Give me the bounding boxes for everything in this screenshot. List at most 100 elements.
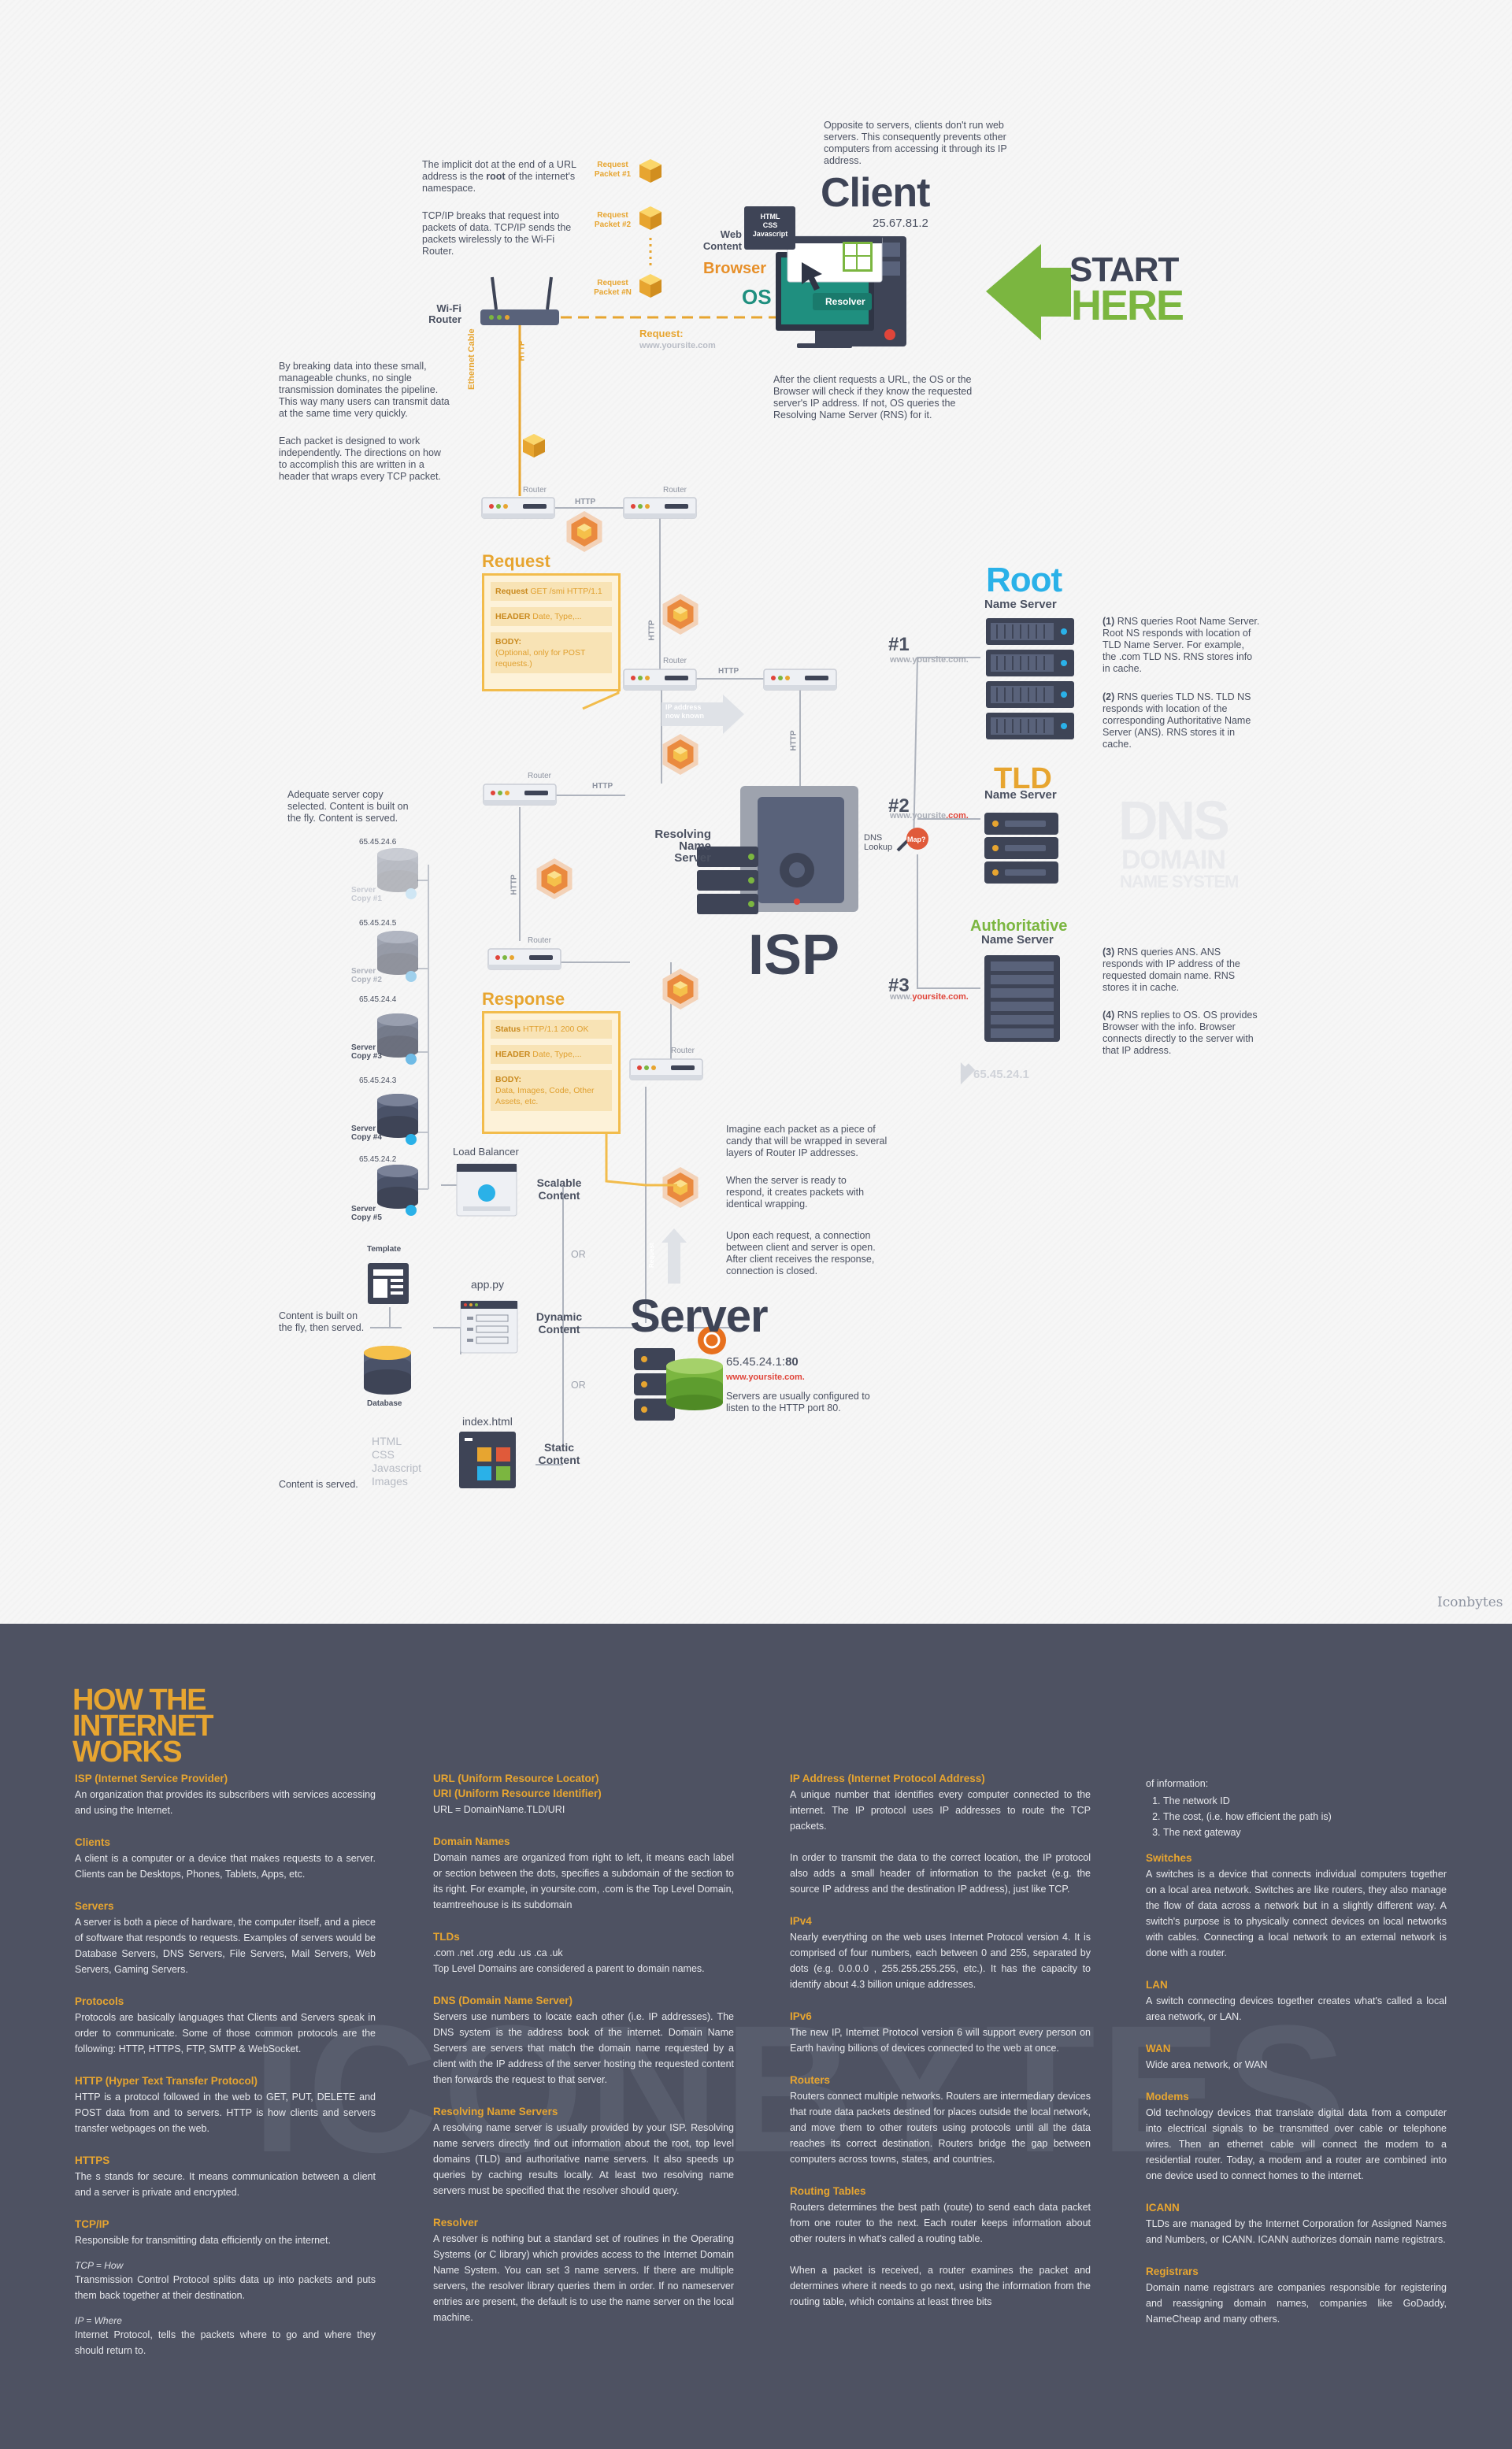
glossary-term: Resolver — [433, 2217, 479, 2229]
response-card: Status HTTP/1.1 200 OK HEADER Date, Type… — [482, 1011, 621, 1134]
dns-lookup-badge: Map? — [907, 835, 926, 843]
glossary-entry: TLDs .com .net .org .edu .us .ca .uk Top … — [433, 1930, 734, 1977]
router-label-7: Router — [671, 1047, 695, 1055]
dns-logo-3: NAME SYSTEM — [1120, 872, 1239, 891]
glossary-column-2: URL (Uniform Resource Locator) URI (Unifo… — [433, 1772, 734, 2343]
isp-server — [697, 786, 858, 914]
glossary-entry: DNS (Domain Name Server) Servers use numb… — [433, 1994, 734, 2088]
response-card-title: Response — [482, 989, 565, 1009]
app-py-icon — [460, 1300, 518, 1354]
server-request-note: Upon each request, a connection between … — [726, 1230, 876, 1276]
signature: Iconbytes — [1437, 1595, 1503, 1610]
dns-url-2: www.yoursite.com. — [890, 811, 969, 821]
internet-diagram — [364, 159, 1075, 1488]
request-header-row: HEADER Date, Type,... — [491, 607, 612, 626]
router-1 — [481, 497, 555, 519]
glossary-entry: Modems Old technology devices that transl… — [1146, 2090, 1447, 2184]
glossary-entry: Routing Tables Routers determines the bes… — [790, 2184, 1091, 2310]
glossary-term: WAN — [1146, 2043, 1171, 2054]
glossary-term: LAN — [1146, 1979, 1168, 1991]
glossary-term: TLDs — [433, 1931, 460, 1943]
glossary-entry: IPv4 Nearly everything on the web uses In… — [790, 1914, 1091, 1992]
glossary-entry: ISP (Internet Service Provider) An organi… — [75, 1772, 376, 1818]
glossary-term: IPv4 — [790, 1915, 812, 1927]
server-title: Server — [630, 1291, 769, 1342]
request-card-title: Request — [482, 551, 550, 571]
server-url: www.yoursite.com. — [726, 1373, 805, 1382]
dns-step-3: #3 — [888, 975, 910, 996]
auth-title: Authoritative — [970, 917, 1068, 935]
or-label-2: OR — [571, 1380, 586, 1391]
router-6 — [487, 948, 561, 970]
dns-step-1: #1 — [888, 634, 910, 655]
glossary-term: URL (Uniform Resource Locator) — [433, 1773, 599, 1784]
database-icon — [364, 1346, 411, 1395]
candy-note: Imagine each packet as a piece of candy … — [726, 1124, 888, 1158]
rns-label: Resolving Name Server — [654, 828, 711, 865]
glossary-subterm: IP = Where — [75, 2315, 122, 2326]
request-label: Request: — [639, 328, 684, 339]
glossary-logo: HOW THE INTERNET WORKS — [72, 1684, 214, 1769]
glossary-entry: HTTPS The s stands for secure. It means c… — [75, 2154, 376, 2200]
router-label-6: Router — [528, 936, 552, 945]
root-subtitle: Name Server — [984, 598, 1057, 611]
response-header-row: HEADER Date, Type,... — [491, 1045, 612, 1064]
router-label-3: Router — [663, 657, 687, 665]
wifi-router-label: Wi-Fi Router — [428, 302, 461, 325]
tld-title: TLD — [994, 762, 1052, 795]
http-label-7: HTTP — [517, 340, 527, 361]
client-computer — [776, 235, 906, 348]
router-label-2: Router — [663, 486, 687, 495]
glossary-entry: Registrars Domain name registrars are com… — [1146, 2265, 1447, 2327]
glossary-term: Resolving Name Servers — [433, 2106, 558, 2117]
glossary-definition: Protocols are basically languages that C… — [75, 2012, 376, 2054]
root-name-server — [985, 617, 1075, 740]
app-py-label: app.py — [471, 1278, 505, 1291]
index-html-icon — [459, 1432, 516, 1488]
glossary-definition: URL = DomainName.TLD/URI — [433, 1804, 565, 1815]
ip-known-label: IP address now known — [665, 703, 704, 720]
client-after-note: After the client requests a URL, the OS … — [773, 374, 973, 421]
glossary-term: IP Address (Internet Protocol Address) — [790, 1773, 985, 1784]
glossary-entry: IPv6 The new IP, Internet Protocol versio… — [790, 2010, 1091, 2056]
glossary-subdefinition: Internet Protocol, tells the packets whe… — [75, 2329, 376, 2356]
packet-note: Each packet is designed to work independ… — [279, 435, 441, 482]
server-ip: 65.45.24.1:80 — [726, 1355, 799, 1369]
glossary-definition: Old technology devices that translate di… — [1146, 2107, 1447, 2181]
glossary-term: ISP (Internet Service Provider) — [75, 1773, 228, 1784]
server-copy-4: Server Copy #4 — [351, 1124, 382, 1142]
glossary-definition: Responsible for transmitting data effici… — [75, 2235, 331, 2246]
routing-info-list: The network ID The cost, (i.e. how effic… — [1146, 1793, 1447, 1840]
glossary-definition: The s stands for secure. It means commun… — [75, 2171, 376, 2198]
web-content-label: Web Content — [702, 228, 742, 252]
router-7 — [629, 1058, 703, 1080]
authoritative-name-server — [984, 955, 1060, 1042]
scalable-content-label: Scalable Content — [536, 1176, 582, 1202]
glossary-term: Switches — [1146, 1852, 1192, 1864]
glossary-definition: A switch connecting devices together cre… — [1146, 1995, 1447, 2022]
glossary-entry: HTTP (Hyper Text Transfer Protocol) HTTP … — [75, 2074, 376, 2136]
server-copy-ip-4: 65.45.24.3 — [359, 1076, 397, 1085]
dns-ip: 65.45.24.1 — [973, 1068, 1029, 1081]
routing-info-item: The network ID — [1163, 1793, 1447, 1809]
glossary-definition: A unique number that identifies every co… — [790, 1789, 1091, 1895]
glossary-column-4-entries: Switches A switches is a device that conn… — [1146, 1851, 1447, 2327]
ethernet-label: Ethernet Cable — [467, 328, 476, 390]
glossary-term: DNS (Domain Name Server) — [433, 1995, 573, 2006]
router-3 — [623, 669, 697, 691]
server-port-note: Servers are usually configured to listen… — [726, 1391, 870, 1413]
http-label-5: HTTP — [789, 730, 799, 751]
glossary-definition: Routers determines the best path (route)… — [790, 2202, 1091, 2307]
server-copy-ip-2: 65.45.24.5 — [359, 919, 397, 928]
template-icon — [368, 1263, 409, 1304]
glossary-definition: Domain names are organized from right to… — [433, 1852, 734, 1910]
glossary-term: Servers — [75, 1900, 114, 1912]
glossary-definition: A switches is a device that connects ind… — [1146, 1869, 1447, 1958]
request-arrow-label: Request — [648, 1243, 655, 1268]
routing-info-intro: of information: — [1146, 1778, 1209, 1789]
http-label-4: HTTP — [647, 620, 657, 641]
root-title: Root — [986, 561, 1062, 599]
client-title: Client — [821, 170, 930, 216]
tld-subtitle: Name Server — [984, 788, 1057, 802]
here-label: HERE — [1071, 282, 1184, 329]
